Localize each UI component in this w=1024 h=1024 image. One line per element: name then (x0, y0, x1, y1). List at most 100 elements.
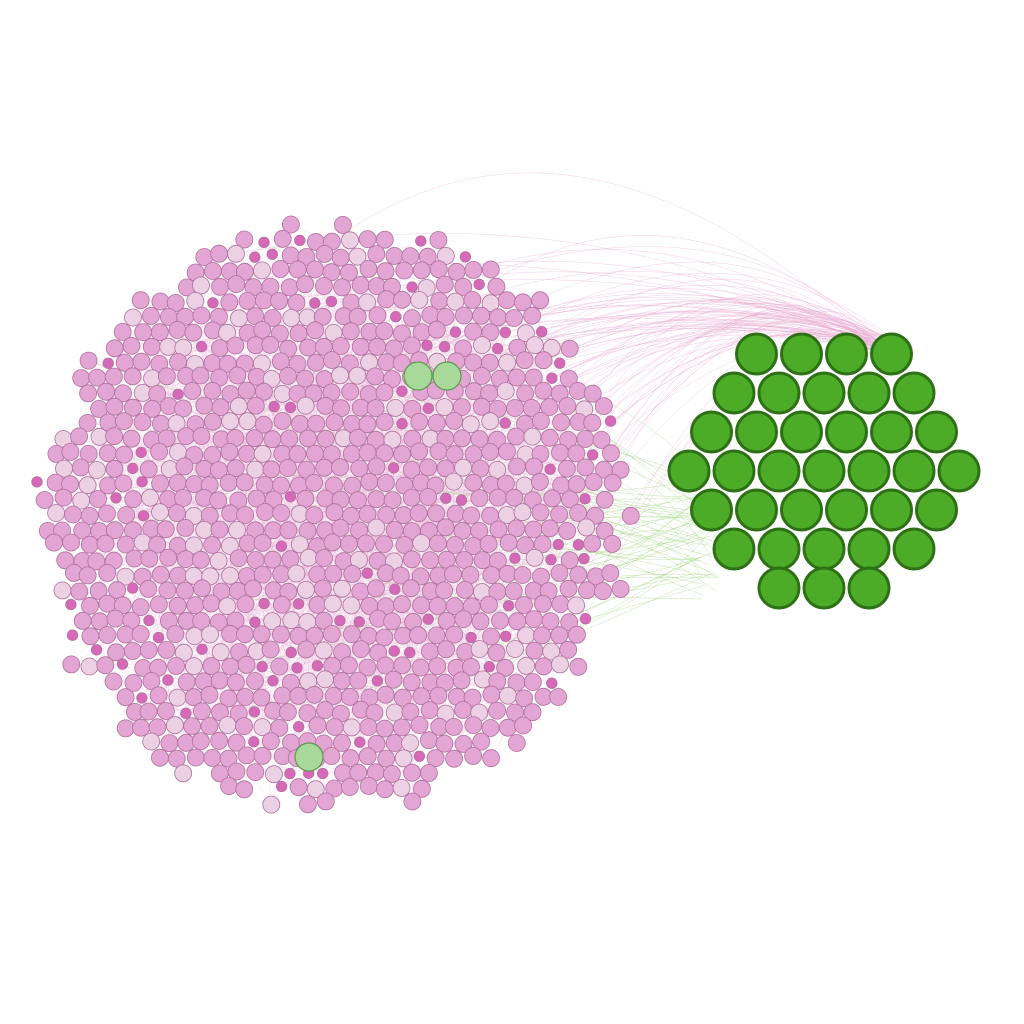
pink-node (235, 625, 254, 644)
pink-node (236, 506, 255, 524)
pink-node (235, 717, 253, 735)
pink-node (142, 672, 161, 690)
pink-node (366, 399, 385, 418)
pink-node (601, 564, 620, 582)
pink-node (105, 459, 124, 478)
pink-node (263, 430, 282, 449)
pink-node (309, 297, 321, 309)
pink-node (522, 398, 541, 417)
pink-node (453, 429, 472, 448)
pink-node (412, 534, 431, 552)
pink-node (149, 686, 168, 705)
pink-node (196, 643, 208, 655)
pink-node (497, 291, 516, 310)
green-node (757, 566, 801, 610)
pink-node (360, 322, 379, 341)
pink-node (499, 533, 518, 552)
pink-node (455, 551, 474, 569)
pink-node (314, 277, 333, 295)
pink-node (298, 704, 317, 722)
pink-node (282, 611, 301, 630)
pink-node (308, 595, 327, 614)
pink-node (174, 489, 193, 507)
pink-node (371, 675, 384, 687)
pink-edge (191, 406, 462, 727)
pink-node (558, 459, 576, 478)
pink-node (437, 640, 456, 659)
pink-node (110, 492, 122, 504)
pink-node (71, 458, 90, 477)
pink-node (550, 505, 568, 524)
green-node (825, 488, 868, 532)
pink-node (305, 473, 324, 492)
pink-node (483, 661, 495, 673)
pink-node (491, 611, 509, 630)
pink-node (290, 535, 309, 554)
pink-node (316, 701, 335, 719)
pink-node (359, 718, 378, 736)
pink-node (560, 551, 579, 570)
pink-node (151, 292, 170, 311)
pink-node (203, 412, 222, 431)
pink-node (202, 594, 221, 613)
pink-node (124, 674, 143, 692)
pink-node (252, 625, 271, 644)
pink-node (367, 457, 386, 476)
pink-node (152, 631, 165, 644)
pink-node (368, 337, 387, 356)
pink-node (534, 594, 552, 613)
pink-node (116, 658, 129, 670)
pink-node (70, 582, 89, 601)
pink-node (127, 582, 139, 594)
pink-node (472, 306, 491, 325)
pink-node (297, 640, 316, 659)
green-node (757, 449, 801, 493)
pink-node (311, 660, 324, 672)
pink-node (218, 716, 237, 734)
pink-node (289, 778, 308, 797)
pink-node (306, 780, 325, 799)
pink-node (473, 336, 491, 355)
pink-node (479, 535, 498, 553)
pink-node (406, 281, 418, 293)
pink-node (141, 306, 160, 325)
pink-node (180, 707, 192, 719)
pink-node (131, 625, 150, 643)
pink-node (348, 307, 367, 326)
pink-node (445, 625, 464, 644)
pink-node (79, 384, 97, 403)
pink-node (419, 731, 438, 750)
pink-node (427, 626, 446, 645)
pink-node (481, 260, 500, 279)
pink-node (361, 567, 373, 579)
pink-node (549, 688, 568, 706)
pink-node (80, 507, 99, 525)
pink-node (281, 215, 300, 234)
pink-node (136, 476, 148, 488)
pink-node (238, 291, 257, 310)
pink-node (422, 402, 434, 415)
pink-node (203, 262, 222, 280)
pink-node (296, 396, 315, 415)
pink-node (177, 427, 196, 446)
pink-node (116, 719, 135, 738)
pink-node (174, 764, 193, 783)
pink-node (559, 579, 578, 598)
pink-node (324, 565, 343, 583)
pink-node (246, 396, 265, 415)
pink-node (229, 397, 248, 416)
pink-node (272, 595, 291, 614)
pink-node (444, 472, 463, 491)
pink-node (156, 520, 175, 539)
pink-node (354, 736, 366, 748)
pink-node (377, 353, 396, 372)
pink-node (393, 656, 412, 675)
pink-node (192, 306, 211, 325)
pink-node (545, 554, 557, 566)
pink-node (98, 564, 117, 582)
pink-node (160, 734, 179, 752)
pink-node (157, 641, 176, 659)
pink-node (358, 415, 377, 434)
pink-node (454, 701, 473, 719)
pink-node (524, 368, 543, 387)
